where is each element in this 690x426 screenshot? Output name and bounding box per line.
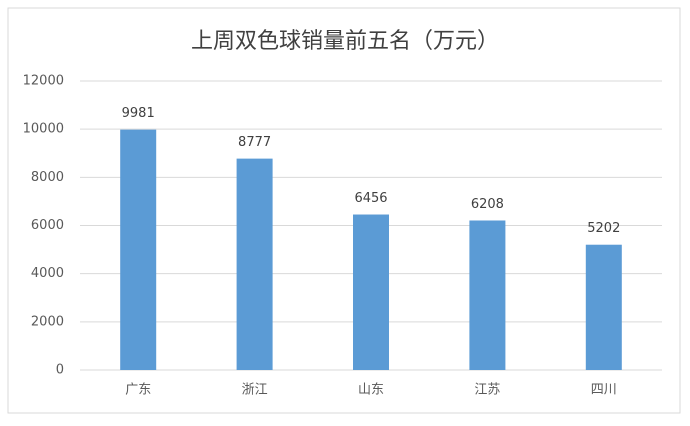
data-label: 9981 [122, 106, 155, 121]
bar [120, 129, 157, 370]
x-tick-label: 江苏 [474, 382, 500, 398]
y-tick-label: 10000 [23, 122, 64, 137]
y-tick-label: 6000 [31, 218, 64, 233]
x-tick-label: 浙江 [242, 383, 268, 398]
data-label: 5202 [587, 221, 620, 236]
y-tick-label: 2000 [31, 314, 64, 329]
y-tick-label: 8000 [31, 170, 64, 185]
data-label: 8777 [238, 135, 271, 150]
data-label: 6208 [471, 197, 504, 212]
bar [236, 158, 273, 370]
chart-frame [7, 7, 681, 414]
x-tick-label: 广东 [125, 383, 151, 398]
x-tick-label: 四川 [591, 383, 617, 398]
x-tick-label: 山东 [358, 383, 384, 398]
bar [353, 214, 389, 370]
bar [585, 244, 622, 370]
bar [469, 220, 506, 370]
y-tick-label: 12000 [23, 74, 64, 89]
y-tick-label: 4000 [31, 266, 64, 281]
chart-title: 上周双色球销量前五名（万元） [191, 29, 499, 54]
y-tick-label: 0 [56, 363, 64, 378]
data-label: 6456 [354, 191, 387, 206]
